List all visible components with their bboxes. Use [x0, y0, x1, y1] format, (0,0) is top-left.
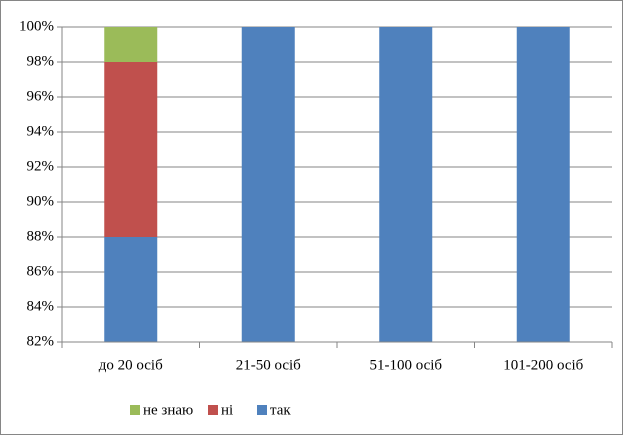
y-tick-label: 100% [19, 18, 54, 34]
bar-segment [379, 27, 433, 342]
y-tick-label: 82% [27, 333, 55, 349]
y-tick-label: 96% [27, 88, 55, 104]
bar-segment [241, 27, 295, 342]
x-tick-label: 101-200 осіб [503, 357, 583, 373]
y-tick-label: 94% [27, 123, 55, 139]
bar-segment [104, 27, 158, 62]
legend-swatch [208, 405, 218, 415]
x-tick-label: 51-100 осіб [369, 357, 442, 373]
legend-label: ні [221, 402, 233, 418]
y-tick-label: 86% [27, 263, 55, 279]
x-tick-label: до 20 осіб [99, 357, 163, 373]
y-tick-label: 88% [27, 228, 55, 244]
y-tick-label: 90% [27, 193, 55, 209]
y-tick-label: 84% [27, 298, 55, 314]
bar-segment [104, 62, 158, 237]
bar-segment [516, 27, 570, 342]
legend-label: не знаю [143, 402, 193, 418]
legend-swatch [257, 405, 267, 415]
x-tick-label: 21-50 осіб [236, 357, 301, 373]
legend-label: так [270, 402, 291, 418]
y-tick-label: 98% [27, 53, 55, 69]
y-tick-label: 92% [27, 158, 55, 174]
legend-swatch [130, 405, 140, 415]
bar-segment [104, 237, 158, 342]
